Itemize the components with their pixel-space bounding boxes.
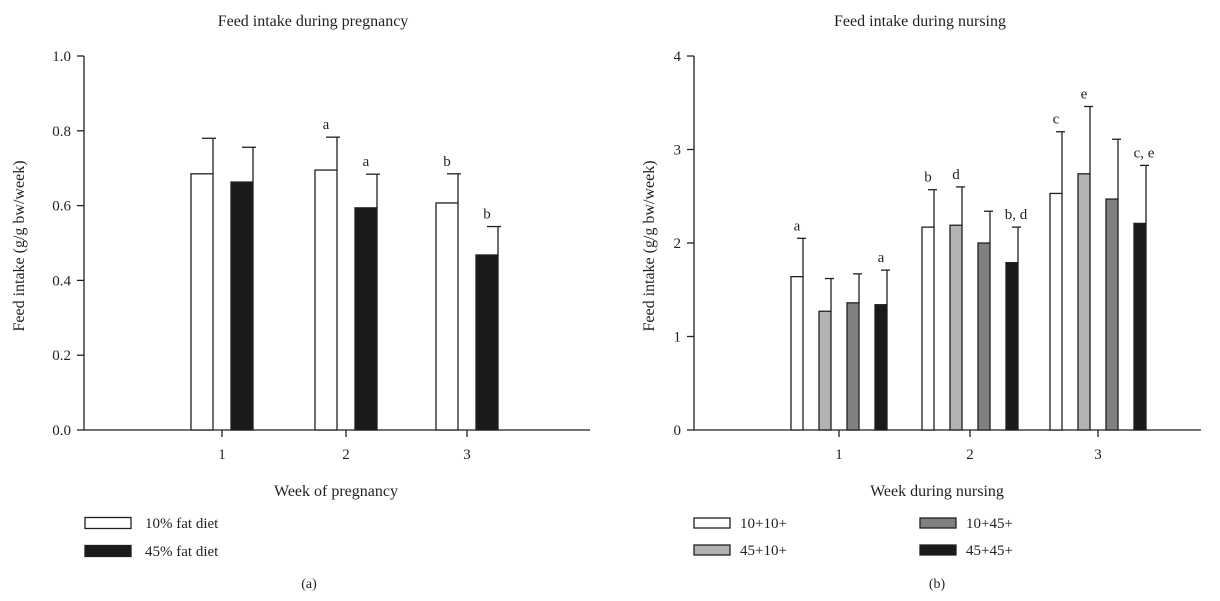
panel-a-x-tick-label: 3: [463, 447, 471, 463]
panel-b-significance-label: b: [924, 170, 932, 186]
panel-b-y-tick-label: 2: [674, 236, 682, 252]
panel-b-significance-label: e: [1081, 86, 1088, 102]
panel-a-bars: a a b b: [190, 117, 501, 431]
panel-b-axes: 0 1 2 3 4 1 2 3: [674, 49, 1201, 463]
panel-a-bar: [435, 202, 459, 431]
panel-a-y-tick-label: 0.4: [52, 273, 71, 289]
panel-a-y-tick-label: 0.6: [52, 199, 71, 215]
panel-a-bar: [190, 173, 214, 431]
panel-b-x-tick-label: 2: [966, 447, 974, 463]
panel-b-x-tick-label: 1: [835, 447, 843, 463]
panel-b-significance-label: b, d: [1005, 207, 1028, 223]
panel-a-x-tick-label: 2: [342, 447, 350, 463]
panel-b-legend-label: 45+10+: [740, 543, 787, 559]
panel-b-y-tick-label: 4: [674, 49, 682, 65]
panel-b-x-tick-label: 3: [1094, 447, 1102, 463]
panel-b-significance-label: a: [794, 218, 801, 234]
panel-a-legend: 10% fat diet 45% fat diet: [84, 516, 219, 560]
panel-b-bars: a a b d b, d c e c, e: [790, 86, 1155, 431]
panel-a-title: Feed intake during pregnancy: [218, 13, 409, 30]
panel-a-y-tick-label: 0.8: [52, 124, 71, 140]
panel-b-legend: 10+10+ 45+10+ 10+45+ 45+45+: [693, 516, 1013, 559]
panel-a-y-tick-label: 0.0: [52, 423, 71, 439]
panel-a-y-tick-label: 0.2: [52, 348, 71, 364]
panel-b-bar: [1105, 198, 1119, 431]
panel-b-label: (b): [929, 577, 946, 592]
panel-a: Feed intake during pregnancy Feed intake…: [11, 13, 590, 592]
panel-b-bar: [921, 226, 935, 431]
panel-b-legend-label: 10+45+: [966, 516, 1013, 532]
panel-b-bar: [977, 242, 991, 431]
panel-a-legend-label: 10% fat diet: [145, 516, 219, 532]
panel-b-y-axis-label: Feed intake (g/g bw/week): [641, 160, 658, 331]
panel-b-y-tick-label: 0: [674, 423, 682, 439]
panel-b-bar: [1077, 173, 1091, 431]
panel-b-legend-swatch: [693, 517, 731, 529]
panel-a-y-tick-label: 1.0: [52, 49, 71, 65]
panel-b-bar: [1133, 222, 1147, 431]
panel-a-legend-swatch: [84, 516, 132, 530]
panel-a-x-tick-label: 1: [218, 447, 226, 463]
panel-a-bar: [475, 254, 499, 431]
panel-a-significance-label: b: [443, 154, 451, 170]
panel-b-bar: [1049, 192, 1063, 431]
panel-b-bar: [1005, 261, 1019, 431]
panel-b-y-tick-label: 1: [674, 330, 682, 346]
panel-b: Feed intake during nursing Feed intake (…: [641, 13, 1201, 592]
panel-a-significance-label: b: [483, 207, 491, 223]
panel-b-bar: [818, 310, 832, 431]
panel-b-legend-label: 10+10+: [740, 516, 787, 532]
panel-a-axes: 0.0 0.2 0.4 0.6 0.8 1.0 1 2 3: [52, 49, 590, 463]
panel-a-legend-swatch: [84, 544, 132, 558]
panel-b-significance-label: d: [952, 167, 960, 183]
panel-b-y-tick-label: 3: [674, 143, 682, 159]
panel-b-significance-label: a: [878, 250, 885, 266]
panel-b-bar: [790, 276, 804, 431]
panel-a-bar: [230, 181, 254, 431]
panel-b-significance-label: c, e: [1134, 145, 1155, 161]
panel-b-significance-label: c: [1053, 112, 1060, 128]
panel-a-bar: [354, 207, 378, 431]
panel-a-x-axis-label: Week of pregnancy: [274, 483, 398, 500]
panel-b-bar: [874, 304, 888, 431]
panel-b-title: Feed intake during nursing: [834, 13, 1006, 30]
panel-b-legend-swatch: [919, 517, 957, 529]
panel-a-y-axis-label: Feed intake (g/g bw/week): [11, 160, 28, 331]
panel-a-label: (a): [301, 577, 317, 592]
panel-b-bar: [949, 224, 963, 431]
panel-a-significance-label: a: [363, 154, 370, 170]
panel-b-x-axis-label: Week during nursing: [870, 483, 1004, 500]
panel-a-bar: [314, 169, 338, 431]
panel-b-legend-swatch: [919, 544, 957, 556]
panel-a-legend-label: 45% fat diet: [145, 544, 219, 560]
panel-b-bar: [846, 302, 860, 431]
panel-a-significance-label: a: [323, 117, 330, 133]
panel-b-legend-label: 45+45+: [966, 543, 1013, 559]
panel-b-legend-swatch: [693, 544, 731, 556]
